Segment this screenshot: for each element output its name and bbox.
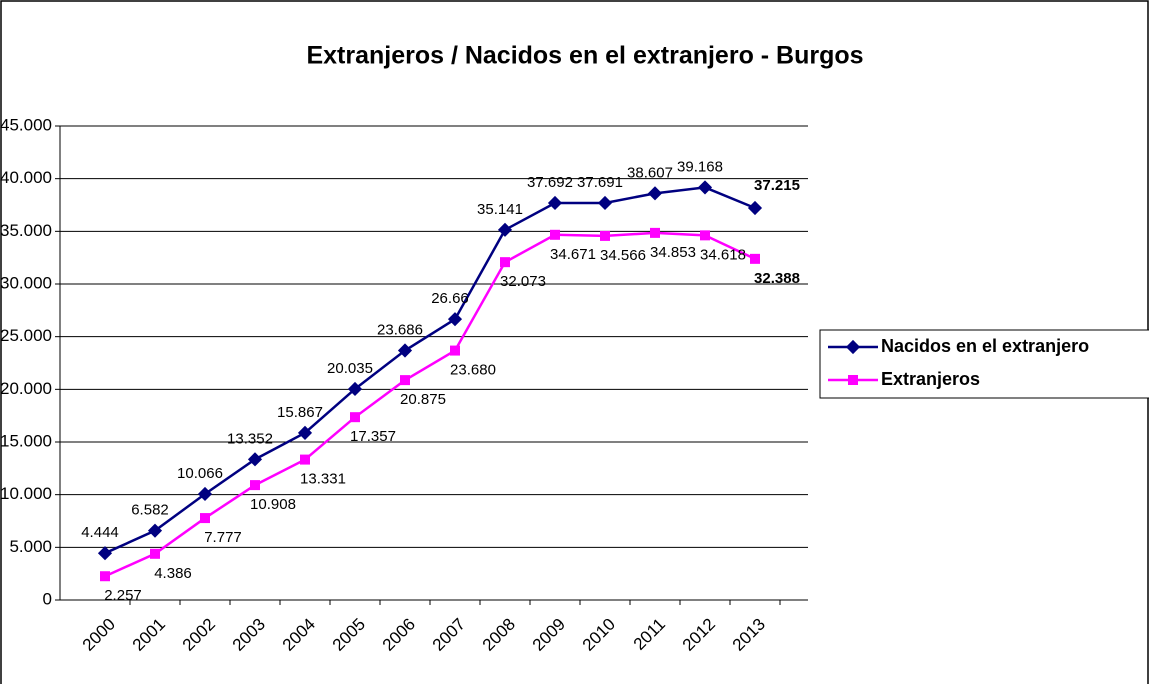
data-label: 34.566	[600, 247, 646, 264]
marker	[550, 229, 560, 240]
data-label: 37.692	[527, 174, 573, 191]
data-label: 38.607	[627, 164, 673, 181]
data-label: 15.867	[277, 404, 323, 421]
marker	[297, 425, 313, 440]
marker	[350, 412, 360, 423]
data-label: 10.908	[250, 496, 296, 513]
y-tick-label: 45.000	[0, 115, 52, 134]
marker	[497, 222, 513, 237]
data-label: 13.331	[300, 471, 346, 488]
y-tick-label: 10.000	[0, 484, 52, 503]
marker	[700, 230, 710, 241]
marker	[400, 375, 410, 386]
data-label: 26.66	[431, 290, 469, 307]
data-label: 13.352	[227, 430, 273, 447]
data-label: 4.386	[154, 565, 192, 582]
y-tick-label: 15.000	[0, 431, 52, 450]
data-label: 6.582	[131, 502, 169, 519]
data-label: 34.853	[650, 244, 696, 261]
marker	[650, 227, 660, 238]
legend-label: Nacidos en el extranjero	[881, 336, 1089, 356]
series-line	[104, 186, 756, 555]
data-label: 7.777	[204, 529, 242, 546]
marker	[250, 480, 260, 491]
marker	[100, 571, 110, 582]
marker	[247, 452, 263, 467]
marker	[697, 180, 713, 195]
data-label: 20.875	[400, 391, 446, 408]
y-tick-label: 0	[43, 589, 52, 608]
marker	[197, 486, 213, 502]
data-label: 32.073	[500, 273, 546, 290]
data-label: 4.444	[81, 524, 119, 541]
data-label: 34.671	[550, 246, 596, 263]
y-tick-label: 5.000	[9, 537, 52, 556]
legend-label: Extranjeros	[881, 369, 980, 389]
marker	[97, 546, 113, 561]
marker	[397, 343, 413, 358]
marker	[750, 253, 760, 264]
data-label: 2.257	[104, 587, 142, 604]
data-label: 17.357	[350, 428, 396, 445]
legend-marker	[848, 375, 858, 385]
marker	[447, 312, 463, 327]
marker	[450, 345, 460, 356]
marker	[347, 381, 363, 397]
data-label: 20.035	[327, 360, 373, 377]
marker	[747, 200, 763, 216]
marker	[500, 257, 510, 268]
data-label: 37.691	[577, 174, 623, 191]
marker	[147, 523, 163, 538]
marker	[600, 230, 610, 241]
data-label: 23.686	[377, 321, 423, 338]
marker	[200, 513, 210, 524]
marker	[300, 454, 310, 465]
series-line	[104, 231, 756, 578]
marker	[597, 195, 613, 211]
legend-marker	[845, 339, 861, 355]
data-label: 39.168	[677, 158, 723, 175]
legend-box	[819, 329, 1149, 399]
y-tick-label: 20.000	[0, 379, 52, 398]
data-label: 37.215	[754, 177, 800, 194]
data-label: 23.680	[450, 362, 496, 379]
chart-title: Extranjeros / Nacidos en el extranjero -…	[306, 42, 863, 70]
data-label: 34.618	[700, 246, 746, 263]
marker	[547, 195, 563, 211]
data-label: 35.141	[477, 201, 523, 218]
y-tick-label: 25.000	[0, 326, 52, 345]
y-tick-label: 40.000	[0, 168, 52, 187]
marker	[647, 186, 663, 201]
marker	[150, 548, 160, 559]
y-tick-label: 35.000	[0, 221, 52, 240]
data-label: 10.066	[177, 465, 223, 482]
y-tick-label: 30.000	[0, 273, 52, 292]
data-label: 32.388	[754, 270, 800, 287]
